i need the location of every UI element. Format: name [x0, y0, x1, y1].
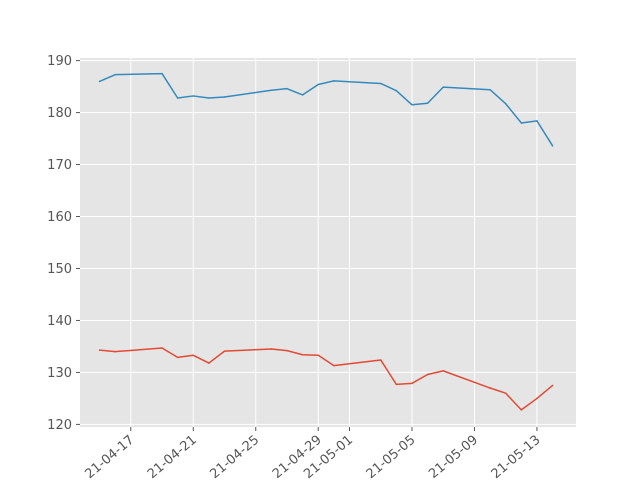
data-point — [208, 362, 210, 364]
series-line-2 — [99, 347, 554, 411]
y-tick-label: 120 — [47, 418, 72, 433]
data-point — [551, 145, 554, 147]
data-point — [192, 95, 195, 97]
data-point — [442, 86, 444, 88]
data-point — [208, 97, 210, 99]
data-point — [395, 89, 398, 92]
data-point — [192, 354, 195, 357]
data-point — [395, 383, 398, 386]
data-point — [317, 354, 319, 357]
data-point — [161, 347, 163, 349]
data-point — [286, 87, 288, 90]
data-point — [504, 392, 507, 394]
x-tick-label: 21-04-17 — [82, 433, 137, 480]
data-point — [536, 397, 538, 400]
data-point — [98, 80, 101, 83]
data-point — [223, 350, 226, 352]
y-axis: 120 130 140 150 160 170 180 190 — [47, 54, 80, 433]
data-point — [411, 382, 413, 385]
data-point — [176, 356, 179, 359]
data-point — [426, 102, 429, 104]
data-point — [114, 73, 116, 76]
y-tick-label: 130 — [47, 366, 72, 381]
x-tick-label: 21-04-21 — [145, 433, 200, 480]
data-point — [176, 97, 179, 99]
grid-lines — [80, 58, 576, 427]
data-point — [551, 384, 554, 387]
data-point — [520, 409, 523, 411]
data-point — [286, 349, 288, 352]
data-point — [426, 373, 429, 376]
data-point — [317, 83, 319, 86]
data-point — [270, 89, 273, 91]
y-tick-label: 150 — [47, 262, 72, 277]
data-point — [520, 122, 523, 124]
data-point — [114, 350, 116, 353]
data-point — [489, 387, 491, 389]
x-tick-label: 21-05-13 — [489, 433, 544, 480]
data-point — [98, 349, 101, 351]
y-tick-label: 170 — [47, 158, 72, 173]
data-point — [489, 88, 491, 91]
data-point — [333, 80, 335, 82]
x-tick-label: 21-04-25 — [207, 433, 262, 480]
x-tick-label: 21-05-05 — [364, 433, 419, 480]
data-point — [333, 364, 335, 367]
data-point — [161, 72, 163, 75]
series-line-1 — [99, 72, 554, 147]
x-tick-label: 21-05-09 — [426, 433, 481, 480]
data-point — [301, 354, 304, 356]
y-tick-label: 180 — [47, 106, 72, 121]
data-point — [536, 120, 538, 122]
data-point — [504, 102, 507, 105]
data-point — [379, 359, 382, 361]
data-point — [270, 348, 273, 350]
data-point — [411, 104, 413, 106]
data-point — [442, 370, 444, 372]
x-axis: 21-04-17 21-04-21 21-04-25 21-04-2921-05-01… — [82, 427, 544, 480]
y-tick-label: 140 — [47, 314, 72, 329]
plot-background — [80, 58, 576, 427]
series-layer — [98, 72, 554, 411]
data-point — [301, 94, 304, 96]
data-point — [223, 96, 226, 98]
y-tick-label: 160 — [47, 210, 72, 225]
data-point — [379, 82, 382, 85]
y-tick-label: 190 — [47, 54, 72, 69]
